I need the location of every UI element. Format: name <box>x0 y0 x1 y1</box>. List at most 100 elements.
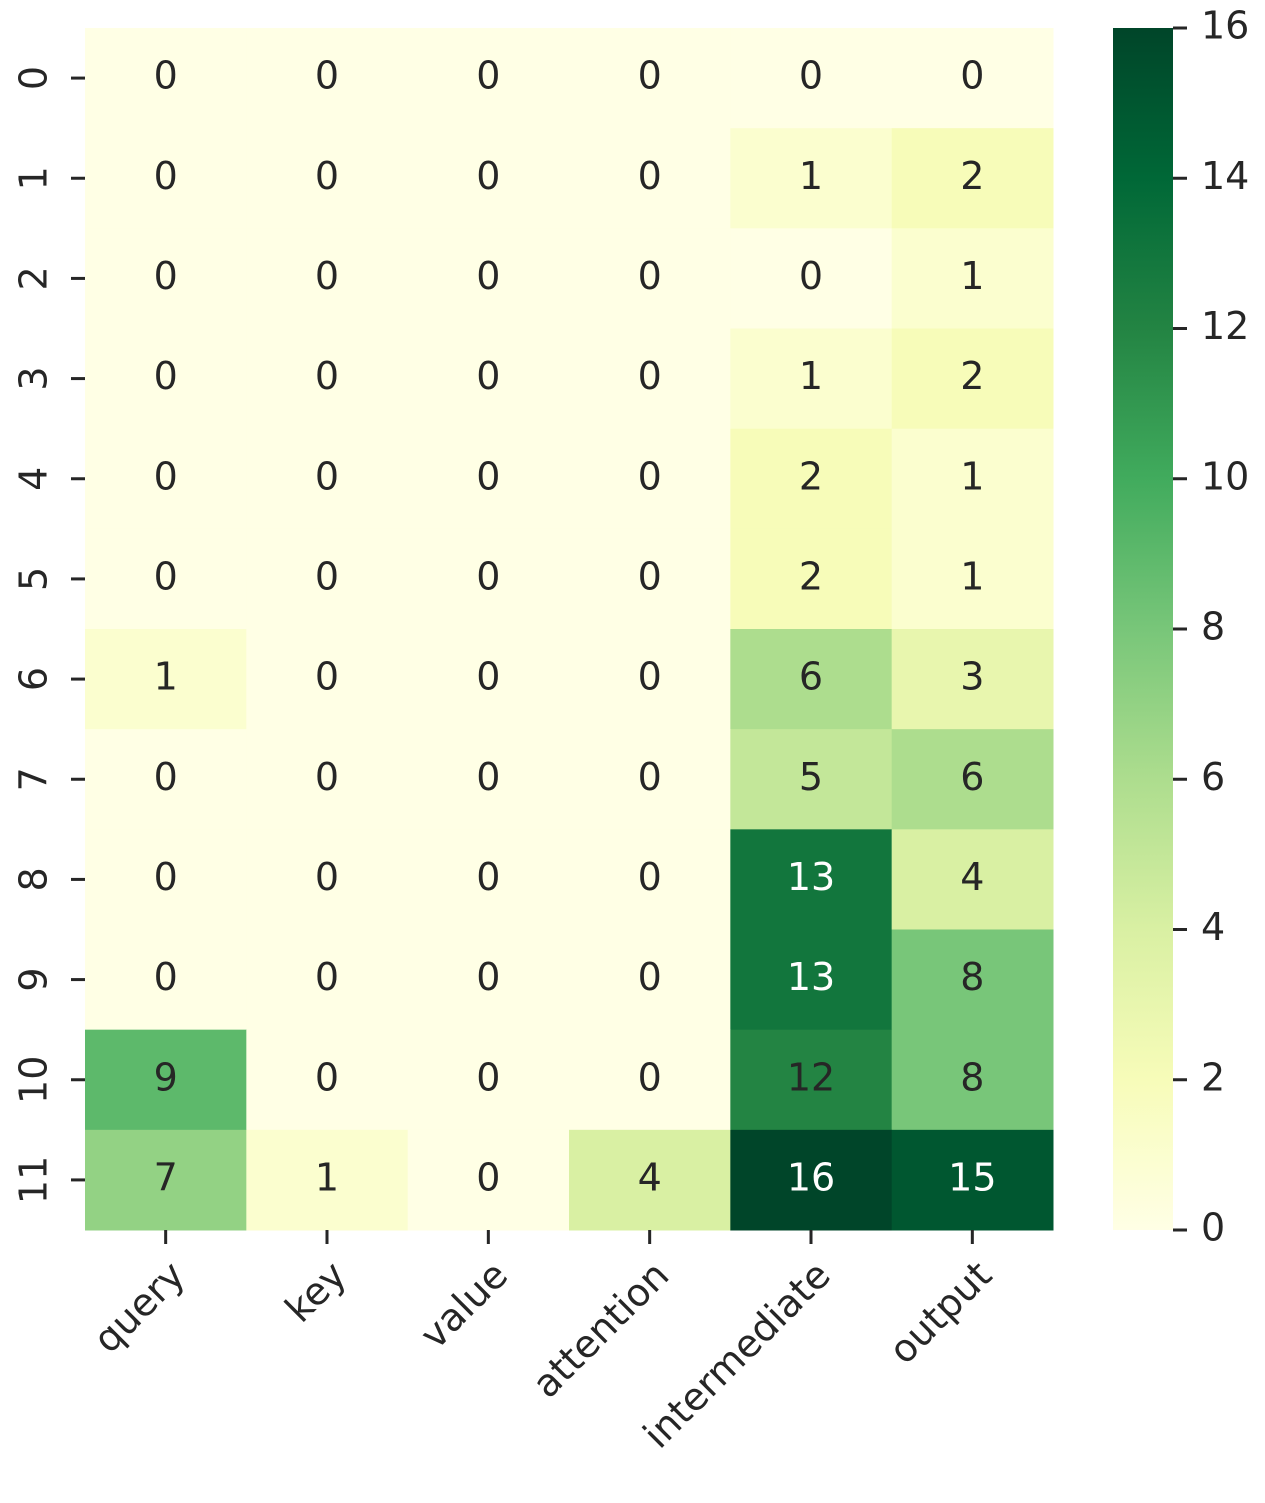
y-tick-label: 3 <box>12 366 56 390</box>
heatmap-cell <box>730 1129 893 1231</box>
cell-label: 0 <box>315 54 339 98</box>
cell-label: 0 <box>315 755 339 799</box>
cell-label: 1 <box>960 554 984 598</box>
heatmap-cell <box>246 929 409 1031</box>
colorbar-tick-label: 6 <box>1201 755 1225 799</box>
cell-label: 4 <box>960 855 984 899</box>
heatmap-cell <box>246 1129 409 1231</box>
cell-label: 0 <box>476 454 500 498</box>
heatmap-cell <box>246 629 409 730</box>
cell-label: 0 <box>476 254 500 298</box>
heatmap-cell <box>891 328 1054 430</box>
cell-label: 2 <box>799 454 823 498</box>
cell-label: 8 <box>960 955 984 999</box>
cell-label: 3 <box>960 655 984 699</box>
cell-label: 0 <box>315 1055 339 1099</box>
cell-label: 9 <box>154 1055 178 1099</box>
cell-label: 0 <box>154 955 178 999</box>
cell-label: 1 <box>315 1155 339 1199</box>
heatmap-cell <box>569 629 731 730</box>
cell-label: 0 <box>638 154 662 198</box>
heatmap-cell <box>407 228 570 329</box>
heatmap-cell <box>246 428 409 530</box>
cell-label: 1 <box>799 154 823 198</box>
x-tick-label: key <box>277 1253 355 1331</box>
heatmap-cell <box>569 328 731 430</box>
cell-label: 0 <box>154 554 178 598</box>
heatmap-cell <box>891 528 1054 630</box>
cell-label: 8 <box>960 1055 984 1099</box>
heatmap-cell <box>407 528 570 630</box>
cell-label: 1 <box>154 655 178 699</box>
cell-label: 13 <box>787 855 835 899</box>
heatmap-cell <box>730 729 893 830</box>
heatmap-cell <box>85 228 247 329</box>
colorbar-tick-label: 16 <box>1201 4 1249 48</box>
cell-label: 0 <box>638 755 662 799</box>
heatmap-cell <box>891 128 1054 229</box>
heatmap-cell <box>85 128 247 229</box>
heatmap-cell <box>891 28 1054 129</box>
heatmap-cell <box>246 128 409 229</box>
heatmap-cell <box>85 629 247 730</box>
cell-label: 0 <box>960 54 984 98</box>
cell-label: 6 <box>960 755 984 799</box>
heatmap-cell <box>569 28 731 129</box>
cell-label: 1 <box>960 254 984 298</box>
cell-label: 0 <box>315 454 339 498</box>
cell-label: 0 <box>638 454 662 498</box>
y-tick-label: 9 <box>12 967 56 991</box>
heatmap-cell <box>246 729 409 830</box>
cell-label: 0 <box>154 54 178 98</box>
colorbar-tick-label: 2 <box>1201 1055 1225 1099</box>
heatmap-cell <box>85 1129 247 1231</box>
cell-label: 0 <box>638 54 662 98</box>
x-tick-label: attention <box>524 1253 678 1407</box>
cell-label: 0 <box>638 655 662 699</box>
cell-label: 0 <box>315 855 339 899</box>
heatmap-cell <box>85 528 247 630</box>
colorbar-tick-label: 10 <box>1201 454 1249 498</box>
heatmap-cell <box>891 829 1054 930</box>
cell-label: 0 <box>315 354 339 398</box>
heatmap-cell <box>569 528 731 630</box>
cell-label: 0 <box>638 254 662 298</box>
heatmap-cell <box>730 929 893 1031</box>
cell-label: 0 <box>476 855 500 899</box>
cell-label: 0 <box>799 54 823 98</box>
cell-label: 0 <box>154 254 178 298</box>
x-tick-label: value <box>412 1253 517 1358</box>
heatmap-cell <box>891 1129 1054 1231</box>
heatmap-cell <box>730 328 893 430</box>
colorbar <box>1113 28 1173 1230</box>
cell-label: 0 <box>315 254 339 298</box>
colorbar-tick-label: 8 <box>1201 605 1225 649</box>
heatmap-cell <box>730 428 893 530</box>
cell-label: 0 <box>638 955 662 999</box>
heatmap-cell <box>246 528 409 630</box>
y-tick-label: 7 <box>12 767 56 791</box>
cell-label: 15 <box>948 1155 996 1199</box>
cell-label: 0 <box>476 54 500 98</box>
cell-label: 0 <box>638 855 662 899</box>
cell-label: 0 <box>476 354 500 398</box>
cell-label: 0 <box>476 655 500 699</box>
cell-label: 0 <box>476 755 500 799</box>
cell-label: 0 <box>476 1055 500 1099</box>
heatmap-cell <box>730 629 893 730</box>
heatmap-cell <box>730 228 893 329</box>
y-tick-label: 2 <box>12 266 56 290</box>
heatmap-cell <box>407 28 570 129</box>
heatmap-cell <box>85 829 247 930</box>
cell-label: 5 <box>799 755 823 799</box>
cell-label: 0 <box>476 554 500 598</box>
heatmap-cell <box>569 829 731 930</box>
colorbar-tick-label: 0 <box>1201 1206 1225 1250</box>
y-tick-label: 6 <box>12 667 56 691</box>
heatmap-cell <box>730 528 893 630</box>
colorbar-tick-label: 14 <box>1201 154 1249 198</box>
x-tick-label: query <box>85 1253 194 1362</box>
y-tick-label: 0 <box>12 66 56 90</box>
heatmap-cell <box>407 428 570 530</box>
